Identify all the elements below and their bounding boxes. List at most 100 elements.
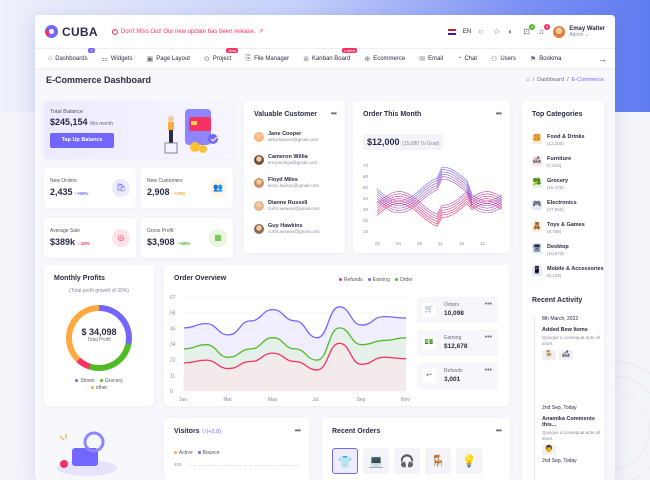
customer-name: Floyd Miles: [268, 177, 298, 183]
avatar: [254, 223, 264, 234]
wave-line: [376, 198, 503, 222]
nav-item-label: Project: [212, 55, 232, 62]
us-flag-icon[interactable]: [447, 28, 456, 35]
balance-label: Total Balance: [50, 109, 84, 115]
avatar: [254, 177, 264, 188]
category-count: (5,129): [547, 272, 562, 278]
activity-item[interactable]: 2nd Sep, Today Anamika Comments this... Qu…: [531, 405, 601, 455]
legend-label: Shoes: [80, 378, 95, 384]
category-item[interactable]: 🥦 Grocery (15,475): [532, 178, 568, 190]
customer-text: Guy Hawkins curtis.weaver@gmail.com: [268, 223, 320, 234]
activity-item[interactable]: 8th March, 2022 Added Bew Items Quisque a …: [531, 316, 601, 360]
visitors-change: ⚇(+2.8): [202, 429, 221, 435]
nav-item-widgets[interactable]: ⚏ Widgets: [97, 55, 138, 63]
stat-value: 2,435 ↑+50%: [50, 187, 88, 197]
legend-item: Bounce: [197, 450, 220, 456]
home-icon[interactable]: ⌂: [526, 77, 530, 83]
announcement[interactable]: ! Don't Miss Out! Our new update has bee…: [111, 28, 263, 35]
cart-icon[interactable]: ⊡ 4: [523, 23, 536, 36]
nav-item-ecommerce[interactable]: ⊕ Ecommerce: [359, 55, 410, 63]
breadcrumb-current: E-Commerce: [571, 77, 604, 83]
balance-period: this month: [90, 121, 114, 127]
overview-stat[interactable]: 💵 Earning $12,678 •••: [417, 330, 498, 356]
more-options-icon[interactable]: •••: [495, 109, 502, 118]
user-name: Emay Walter: [569, 25, 605, 32]
nav-item-bookma[interactable]: ⚑ Bookma: [525, 55, 566, 63]
series-line-refunds[interactable]: [183, 342, 407, 371]
category-item[interactable]: 🍔 Food & Drinks (12,200): [532, 134, 585, 146]
recent-order-item[interactable]: 👕: [332, 448, 358, 474]
breadcrumb-separator: /: [567, 77, 569, 83]
category-item[interactable]: 📱 Mobile & Accessories (5,129): [532, 266, 604, 278]
more-options-icon[interactable]: •••: [484, 301, 492, 308]
customer-item[interactable]: Floyd Miles kenzi.lawson@gmail.com: [254, 177, 319, 188]
breadcrumb-dashboard[interactable]: Dashboard: [537, 77, 565, 83]
x-tick-label: May: [268, 397, 278, 403]
bell-icon[interactable]: ♫ 4: [538, 23, 551, 36]
recent-order-item[interactable]: 💡: [456, 448, 482, 474]
series-line-earning[interactable]: [183, 327, 407, 361]
stat-card: Average Sale $389k ↓-10% ◎: [44, 218, 136, 258]
category-text: Furniture (7,510): [547, 156, 571, 168]
more-options-icon[interactable]: •••: [330, 109, 337, 118]
visitors-title: Visitors: [174, 428, 200, 435]
activity-date: 2nd Sep, Today: [542, 458, 577, 464]
top-up-balance-button[interactable]: Tap Up Balance: [50, 133, 114, 148]
star-icon[interactable]: ☆: [493, 26, 501, 36]
category-item[interactable]: 🧸 Toys & Games (8,788): [532, 222, 585, 234]
stat-change: ↑+20%: [171, 191, 186, 196]
activity-heading: Added Bew Items: [542, 327, 588, 333]
customer-email: kenzi.lawson@gmail.com: [268, 183, 319, 188]
customer-item[interactable]: Guy Hawkins curtis.weaver@gmail.com: [254, 223, 320, 234]
nav-item-project[interactable]: ⊙ Project New: [199, 47, 239, 63]
recent-order-item[interactable]: 💻: [363, 448, 389, 474]
category-name: Food & Drinks: [547, 134, 585, 140]
customer-name: Guy Hawkins: [268, 223, 303, 229]
more-options-icon[interactable]: •••: [294, 426, 301, 435]
category-name: Desktop: [547, 244, 569, 250]
category-item[interactable]: 🖥 Desktop (10,673): [532, 244, 569, 256]
profit-donut-chart: $ 34,098 Total Profit: [66, 305, 132, 371]
more-options-icon[interactable]: •••: [484, 367, 492, 374]
recent-order-item[interactable]: 🪑: [425, 448, 451, 474]
nav-item-dashboards[interactable]: ⌂ Dashboards 3: [43, 48, 95, 62]
language-label[interactable]: EN: [462, 28, 472, 35]
nav-item-label: Chat: [464, 55, 478, 62]
nav-item-kanban-board[interactable]: ⊜ Kanban Board Latest: [298, 47, 358, 63]
user-menu[interactable]: Emay Walter Admin ⌄: [553, 25, 605, 38]
stat-label: New Customers: [147, 178, 183, 184]
activity-item[interactable]: 2nd Sep, Today: [531, 458, 601, 464]
category-icon: 🍔: [532, 134, 542, 144]
overview-stat[interactable]: ↩ Refunds 3,001 •••: [417, 363, 498, 389]
customer-item[interactable]: Cameron Willia tim.jennings@gmail.com: [254, 154, 317, 165]
nav-item-users[interactable]: ⚇ Users: [486, 55, 521, 63]
category-item[interactable]: 🛋 Furniture (7,510): [532, 156, 571, 168]
nav-item-label: Ecommerce: [373, 55, 406, 62]
brand-logo[interactable]: CUBA: [45, 25, 98, 39]
category-item[interactable]: 🎮 Electronics (27,840): [532, 200, 577, 212]
legend-item: Order: [394, 277, 413, 283]
overview-stat-icon: 🛒: [422, 303, 436, 317]
moon-icon[interactable]: ◐: [508, 26, 514, 36]
series-line-order[interactable]: [183, 306, 407, 339]
search-icon[interactable]: ○: [478, 26, 484, 36]
activity-image: 👨: [542, 445, 556, 455]
category-icon: 🎮: [532, 200, 542, 210]
category-text: Food & Drinks (12,200): [547, 134, 585, 146]
nav-item-page-layout[interactable]: ▣ Page Layout: [142, 55, 195, 63]
more-options-icon[interactable]: •••: [484, 334, 492, 341]
stat-card: Gross Profit $3,908 ↑+80% ▦: [141, 218, 233, 258]
more-options-icon[interactable]: •••: [495, 426, 502, 435]
nav-item-chat[interactable]: ◔ Chat: [452, 55, 482, 62]
customer-item[interactable]: Dianne Russell curtis.weaver@gmail.com: [254, 200, 320, 211]
users-icon: ⚇: [201, 429, 207, 435]
recent-order-item[interactable]: 🎧: [394, 448, 420, 474]
arrow-right-icon[interactable]: →: [598, 53, 607, 64]
breadcrumb: ⌂ / Dashboard / E-Commerce: [526, 77, 604, 83]
customer-item[interactable]: Jane Cooper alma.lawson@gmail.com: [254, 131, 318, 142]
legend-label: Order: [399, 277, 413, 283]
legend-label: Grocery: [104, 378, 123, 384]
nav-item-file-manager[interactable]: ⎘ File Manager: [240, 55, 294, 63]
nav-item-email[interactable]: ✉ Email: [414, 55, 448, 63]
overview-stat[interactable]: 🛒 Orders 10,098 •••: [417, 297, 498, 323]
